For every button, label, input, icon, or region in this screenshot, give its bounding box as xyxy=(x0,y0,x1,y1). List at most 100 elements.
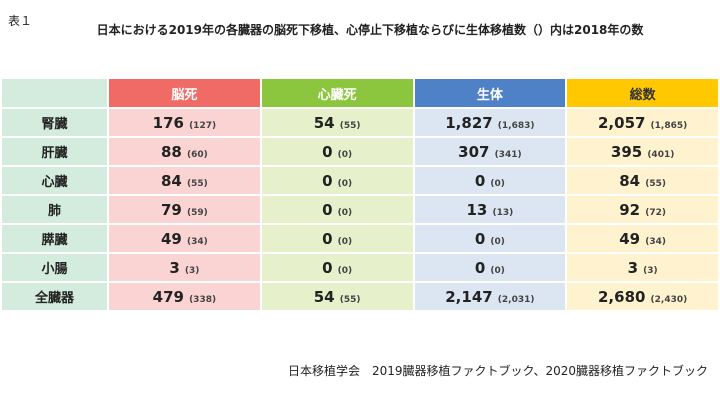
value-2018: (72) xyxy=(645,208,666,218)
data-cell: 2,147 (2,031) xyxy=(412,281,568,312)
value-2018: (0) xyxy=(337,179,353,189)
value-2019: 88 xyxy=(161,143,182,161)
value-2018: (13) xyxy=(492,208,514,218)
value-2018: (34) xyxy=(645,237,666,247)
organ-label: 肺 xyxy=(0,194,109,225)
value-2018: (34) xyxy=(186,237,208,247)
table-row: 肝臓 88 (60) 0 (0) 307 (341) 395 (401) xyxy=(0,136,720,167)
value-2018: (55) xyxy=(186,179,208,189)
table-label: 表１ xyxy=(8,14,33,28)
corner-cell xyxy=(0,77,109,109)
value-2018: (1,683) xyxy=(497,121,535,131)
value-2018: (0) xyxy=(337,237,353,247)
table-row: 腎臓 176 (127) 54 (55) 1,827 (1,683) 2,057 (1,… xyxy=(0,107,720,138)
value-2019: 0 xyxy=(322,143,333,161)
value-2018: (60) xyxy=(186,150,208,160)
value-2019: 395 xyxy=(610,143,643,161)
value-2018: (59) xyxy=(186,208,208,218)
value-2019: 0 xyxy=(474,172,486,190)
value-2018: (55) xyxy=(339,121,361,131)
value-2019: 49 xyxy=(619,230,641,248)
data-cell: 79 (59) xyxy=(107,194,262,225)
data-cell: 54 (55) xyxy=(259,107,415,138)
value-2018: (55) xyxy=(339,295,361,305)
value-2019: 479 xyxy=(152,288,184,306)
data-cell: 479 (338) xyxy=(107,281,262,312)
value-2019: 92 xyxy=(619,201,641,219)
data-cell: 2,057 (1,865) xyxy=(565,107,720,138)
data-cell: 0 (0) xyxy=(259,165,415,196)
value-2018: (3) xyxy=(643,266,658,276)
value-2018: (338) xyxy=(189,295,217,305)
data-cell: 49 (34) xyxy=(565,223,720,254)
value-2019: 2,147 xyxy=(445,288,493,306)
value-2018: (3) xyxy=(184,266,200,276)
organ-label: 小腸 xyxy=(0,252,109,283)
value-2019: 79 xyxy=(161,201,182,219)
value-2019: 2,680 xyxy=(598,288,646,306)
data-cell: 0 (0) xyxy=(412,165,568,196)
value-2019: 49 xyxy=(161,230,182,248)
value-2019: 0 xyxy=(322,230,333,248)
value-2018: (401) xyxy=(647,150,675,160)
value-2019: 0 xyxy=(322,201,333,219)
table-row: 小腸 3 (3) 0 (0) 0 (0) 3 (3) xyxy=(0,252,720,283)
data-cell: 0 (0) xyxy=(412,252,568,283)
column-header: 生体 xyxy=(412,77,568,109)
value-2018: (341) xyxy=(494,150,522,160)
table-row: 全臓器 479 (338) 54 (55) 2,147 (2,031) 2,680 (2… xyxy=(0,281,720,312)
column-header: 心臓死 xyxy=(259,77,415,109)
data-cell: 49 (34) xyxy=(107,223,262,254)
data-cell: 0 (0) xyxy=(259,223,415,254)
organ-label: 心臓 xyxy=(0,165,109,196)
data-cell: 2,680 (2,430) xyxy=(565,281,720,312)
data-cell: 13 (13) xyxy=(412,194,568,225)
data-cell: 0 (0) xyxy=(259,252,415,283)
value-2019: 0 xyxy=(474,230,486,248)
value-2018: (0) xyxy=(337,266,353,276)
organ-label: 肝臓 xyxy=(0,136,109,167)
value-2019: 3 xyxy=(169,259,180,277)
value-2018: (0) xyxy=(337,150,353,160)
value-2018: (127) xyxy=(189,121,217,131)
data-cell: 88 (60) xyxy=(107,136,262,167)
organ-label: 膵臓 xyxy=(0,223,109,254)
organ-label: 全臓器 xyxy=(0,281,109,312)
organ-label: 腎臓 xyxy=(0,107,109,138)
data-cell: 0 (0) xyxy=(259,194,415,225)
value-2018: (0) xyxy=(337,208,353,218)
value-2019: 0 xyxy=(322,259,333,277)
value-2019: 1,827 xyxy=(445,114,493,132)
data-cell: 1,827 (1,683) xyxy=(412,107,568,138)
value-2018: (2,430) xyxy=(650,295,688,305)
table-row: 心臓 84 (55) 0 (0) 0 (0) 84 (55) xyxy=(0,165,720,196)
transplant-table: 脳死 心臓死 生体 総数 腎臓 176 (127) 54 (55) 1,827 (1,683… xyxy=(0,77,720,312)
data-cell: 395 (401) xyxy=(565,136,720,167)
value-2018: (55) xyxy=(645,179,666,189)
value-2019: 176 xyxy=(152,114,184,132)
data-cell: 0 (0) xyxy=(412,223,568,254)
data-cell: 0 (0) xyxy=(259,136,415,167)
data-cell: 307 (341) xyxy=(412,136,568,167)
data-cell: 54 (55) xyxy=(259,281,415,312)
column-header: 脳死 xyxy=(107,77,262,109)
value-2019: 84 xyxy=(161,172,182,190)
value-2019: 84 xyxy=(619,172,641,190)
table-row: 肺 79 (59) 0 (0) 13 (13) 92 (72) xyxy=(0,194,720,225)
value-2018: (0) xyxy=(490,237,505,247)
data-cell: 84 (55) xyxy=(107,165,262,196)
data-cell: 92 (72) xyxy=(565,194,720,225)
table-row: 膵臓 49 (34) 0 (0) 0 (0) 49 (34) xyxy=(0,223,720,254)
value-2019: 0 xyxy=(474,259,486,277)
value-2018: (0) xyxy=(490,179,505,189)
value-2018: (2,031) xyxy=(497,295,535,305)
value-2019: 13 xyxy=(466,201,488,219)
value-2019: 54 xyxy=(313,114,335,132)
data-cell: 176 (127) xyxy=(107,107,262,138)
value-2019: 54 xyxy=(313,288,335,306)
value-2018: (0) xyxy=(490,266,505,276)
data-cell: 3 (3) xyxy=(565,252,720,283)
value-2018: (1,865) xyxy=(650,121,688,131)
value-2019: 0 xyxy=(322,172,333,190)
data-cell: 3 (3) xyxy=(107,252,262,283)
